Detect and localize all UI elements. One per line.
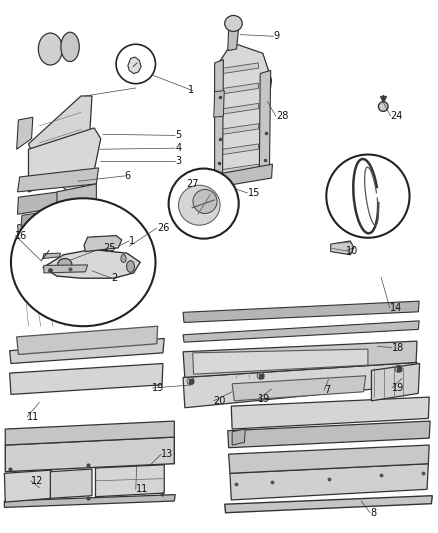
Polygon shape (225, 496, 432, 513)
Circle shape (169, 168, 239, 239)
Polygon shape (215, 124, 258, 135)
Polygon shape (214, 164, 272, 188)
Circle shape (116, 44, 155, 84)
Ellipse shape (61, 32, 79, 62)
Text: 19: 19 (392, 383, 404, 393)
Polygon shape (18, 192, 59, 214)
Polygon shape (228, 421, 430, 448)
Text: 5: 5 (175, 131, 181, 140)
Polygon shape (4, 495, 175, 507)
Polygon shape (228, 28, 239, 51)
Polygon shape (215, 83, 258, 95)
Text: 9: 9 (274, 31, 280, 41)
Polygon shape (215, 164, 258, 176)
Polygon shape (17, 326, 158, 354)
Polygon shape (215, 60, 223, 187)
Polygon shape (193, 349, 368, 374)
Polygon shape (231, 397, 429, 429)
Polygon shape (215, 43, 272, 187)
Polygon shape (215, 103, 258, 115)
Polygon shape (215, 144, 258, 156)
Text: 4: 4 (175, 143, 181, 153)
Polygon shape (215, 63, 258, 75)
Ellipse shape (179, 185, 220, 225)
Text: 24: 24 (391, 111, 403, 121)
Ellipse shape (193, 189, 217, 213)
Polygon shape (5, 437, 174, 472)
Text: 3: 3 (175, 156, 181, 166)
Ellipse shape (39, 33, 63, 65)
Text: 19: 19 (152, 383, 165, 393)
Polygon shape (232, 376, 366, 401)
Text: 1: 1 (188, 85, 194, 94)
Polygon shape (44, 265, 88, 273)
Text: 27: 27 (186, 179, 199, 189)
Polygon shape (232, 429, 245, 445)
Text: 14: 14 (390, 303, 402, 313)
Polygon shape (17, 117, 33, 149)
Polygon shape (28, 128, 101, 192)
Text: 16: 16 (15, 231, 28, 240)
Circle shape (326, 155, 410, 238)
Polygon shape (259, 70, 271, 177)
Ellipse shape (225, 15, 242, 31)
Polygon shape (128, 57, 141, 74)
Polygon shape (28, 96, 92, 192)
Ellipse shape (11, 198, 155, 326)
Polygon shape (4, 470, 52, 502)
Text: 7: 7 (324, 385, 330, 395)
Text: 11: 11 (136, 484, 148, 494)
Text: 18: 18 (392, 343, 404, 352)
Text: 25: 25 (103, 243, 116, 253)
Polygon shape (10, 364, 163, 394)
Polygon shape (230, 464, 428, 500)
Text: 1: 1 (129, 236, 135, 246)
Ellipse shape (127, 261, 134, 272)
Polygon shape (371, 364, 420, 401)
Polygon shape (183, 301, 419, 322)
Ellipse shape (121, 255, 126, 263)
Text: 26: 26 (157, 223, 169, 233)
Text: 10: 10 (346, 246, 358, 255)
Polygon shape (57, 184, 96, 211)
Text: 8: 8 (370, 508, 376, 518)
Polygon shape (331, 241, 354, 255)
Polygon shape (50, 469, 92, 498)
Text: 20: 20 (214, 396, 226, 406)
Text: 19: 19 (258, 394, 271, 403)
Polygon shape (10, 338, 164, 364)
Ellipse shape (58, 259, 72, 270)
Polygon shape (21, 213, 36, 227)
Text: 28: 28 (276, 111, 288, 121)
Polygon shape (5, 421, 174, 445)
Text: 11: 11 (27, 412, 39, 422)
Polygon shape (18, 219, 50, 235)
Polygon shape (183, 341, 417, 377)
Text: 13: 13 (161, 449, 173, 459)
Text: 6: 6 (125, 171, 131, 181)
Ellipse shape (378, 102, 388, 111)
Polygon shape (44, 217, 99, 237)
Polygon shape (214, 91, 224, 117)
Polygon shape (84, 236, 122, 252)
Polygon shape (43, 253, 60, 259)
Text: 2: 2 (112, 273, 118, 283)
Polygon shape (183, 362, 417, 408)
Polygon shape (43, 249, 140, 278)
Polygon shape (18, 168, 99, 192)
Polygon shape (95, 465, 164, 497)
Polygon shape (183, 321, 419, 342)
Text: 15: 15 (247, 188, 260, 198)
Polygon shape (229, 445, 429, 473)
Polygon shape (68, 207, 88, 220)
Text: 12: 12 (31, 476, 43, 486)
